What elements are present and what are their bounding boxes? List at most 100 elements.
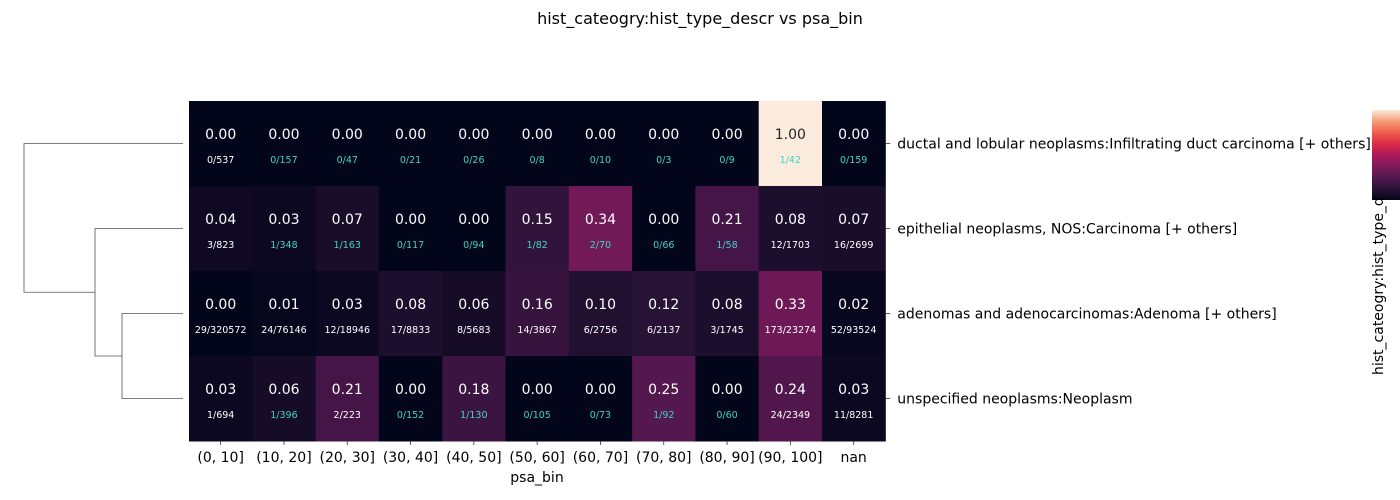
heatmap-cell [568, 356, 633, 442]
y-tick-labels: ductal and lobular neoplasms:Infiltratin… [885, 137, 1371, 408]
dendrogram-branch [94, 228, 183, 357]
cell-count-label: 17/8833 [391, 325, 430, 336]
cell-count-label: 6/2137 [647, 325, 680, 336]
cell-count-label: 1/396 [270, 410, 297, 421]
cell-count-label: 0/66 [653, 240, 674, 251]
heatmap-cell [822, 356, 886, 442]
heatmap-cell [442, 186, 506, 272]
heatmap-cell [758, 186, 823, 272]
heatmap-cell [442, 101, 506, 187]
heatmap-cell [315, 101, 380, 187]
cell-value-label: 0.07 [838, 212, 869, 228]
cell-count-label: 12/1703 [771, 240, 810, 251]
cell-value-label: 0.00 [395, 382, 426, 398]
heatmap-cell [632, 271, 696, 357]
cell-value-label: 1.00 [775, 127, 806, 143]
cell-value-label: 0.08 [775, 212, 806, 228]
cell-count-label: 0/73 [590, 410, 611, 421]
heatmap-cells: 0.00 0/537 0.00 0/157 0.00 0/47 0.00 0/21 0.00 0/… [189, 101, 886, 442]
heatmap-cell [505, 271, 570, 357]
heatmap-cell [315, 356, 380, 442]
heatmap-cell [568, 101, 633, 187]
cell-value-label: 0.07 [332, 212, 363, 228]
heatmap-cell [822, 271, 886, 357]
cell-count-label: 0/3 [656, 155, 671, 166]
heatmap-cell [505, 186, 570, 272]
heatmap-cell [505, 356, 570, 442]
cell-count-label: 52/93524 [831, 325, 877, 336]
x-axis-label: psa_bin [510, 470, 563, 486]
x-tick-label: (40, 50] [446, 450, 501, 466]
heatmap-cell [695, 271, 760, 357]
x-tick-label: (80, 90] [699, 450, 754, 466]
cell-count-label: 1/163 [334, 240, 361, 251]
heatmap-cell [189, 271, 253, 357]
cell-count-label: 0/94 [463, 240, 484, 251]
cell-value-label: 0.00 [648, 127, 679, 143]
cell-count-label: 0/21 [400, 155, 421, 166]
cell-value-label: 0.21 [711, 212, 742, 228]
x-tick-labels: (0, 10] (10, 20] (20, 30] (30, 40] (40, 50] (… [197, 441, 867, 466]
cell-value-label: 0.00 [458, 127, 489, 143]
cell-count-label: 24/2349 [771, 410, 810, 421]
cell-count-label: 2/70 [590, 240, 611, 251]
y-tick-label: adenomas and adenocarcinomas:Adenoma [+ … [897, 307, 1276, 323]
x-tick-label: (90, 100] [758, 450, 822, 466]
cell-count-label: 6/2756 [584, 325, 617, 336]
cell-value-label: 0.00 [711, 382, 742, 398]
heatmap-cell [758, 101, 823, 187]
heatmap-cell [758, 271, 823, 357]
heatmap-cell [442, 356, 506, 442]
cell-count-label: 29/320572 [195, 325, 247, 336]
cell-count-label: 1/82 [526, 240, 547, 251]
colorbar [1372, 110, 1400, 200]
cell-value-label: 0.01 [268, 297, 299, 313]
heatmap-cell [442, 271, 506, 357]
heatmap-cell [632, 101, 696, 187]
cell-count-label: 0/105 [523, 410, 550, 421]
dendrogram-branch [121, 313, 183, 399]
heatmap-cell [252, 356, 317, 442]
cell-count-label: 0/60 [716, 410, 737, 421]
cell-value-label: 0.00 [395, 127, 426, 143]
heatmap-cell [378, 186, 443, 272]
cell-value-label: 0.03 [332, 297, 363, 313]
heatmap-cell [695, 356, 760, 442]
cell-value-label: 0.02 [838, 297, 869, 313]
x-tick-label: (20, 30] [320, 450, 375, 466]
cell-value-label: 0.00 [205, 127, 236, 143]
heatmap-cell [632, 186, 696, 272]
cell-count-label: 0/157 [270, 155, 297, 166]
heatmap-cell [568, 271, 633, 357]
cell-value-label: 0.06 [458, 297, 489, 313]
heatmap-cell [505, 101, 570, 187]
heatmap-cell [378, 101, 443, 187]
cell-value-label: 0.00 [585, 127, 616, 143]
cell-value-label: 0.00 [268, 127, 299, 143]
x-tick-label: (50, 60] [509, 450, 564, 466]
heatmap-cell [189, 356, 253, 442]
cell-value-label: 0.21 [332, 382, 363, 398]
cell-count-label: 8/5683 [457, 325, 490, 336]
x-tick-label: (0, 10] [197, 450, 244, 466]
dendrogram-branch [23, 143, 183, 293]
heatmap-cell [378, 271, 443, 357]
cell-count-label: 16/2699 [834, 240, 873, 251]
row-dendrogram [23, 143, 183, 399]
cell-value-label: 0.00 [711, 127, 742, 143]
heatmap-cell [252, 186, 317, 272]
cell-count-label: 24/76146 [261, 325, 307, 336]
cell-value-label: 0.33 [775, 297, 806, 313]
cell-value-label: 0.00 [395, 212, 426, 228]
cell-count-label: 0/159 [840, 155, 867, 166]
cell-count-label: 2/223 [334, 410, 361, 421]
cell-value-label: 0.08 [395, 297, 426, 313]
cell-value-label: 0.15 [522, 212, 553, 228]
cell-value-label: 0.00 [205, 297, 236, 313]
cell-value-label: 0.00 [838, 127, 869, 143]
cell-count-label: 0/8 [530, 155, 545, 166]
heatmap-cell [695, 186, 760, 272]
y-tick-label: epithelial neoplasms, NOS:Carcinoma [+ o… [897, 222, 1237, 238]
x-tick-label: (30, 40] [383, 450, 438, 466]
cell-value-label: 0.10 [585, 297, 616, 313]
